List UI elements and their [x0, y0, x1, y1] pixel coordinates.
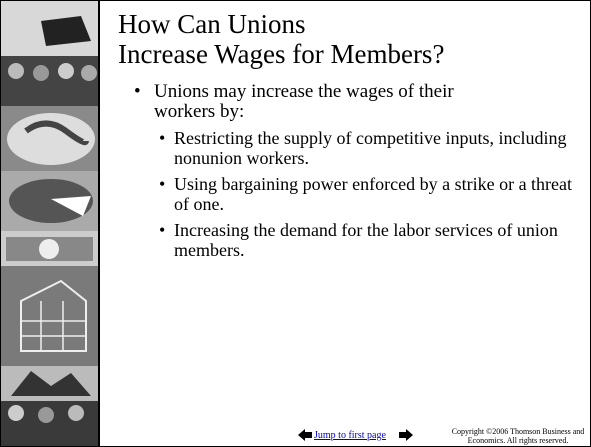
sub-bullet: Using bargaining power enforced by a str… — [159, 174, 589, 214]
bullet-text: Unions may increase the wages of their w… — [154, 81, 454, 122]
prev-arrow[interactable] — [298, 429, 312, 441]
divider — [98, 1, 100, 446]
copyright: Copyright ©2006 Thomson Business and Eco… — [449, 427, 587, 445]
bullet: Unions may increase the wages of their w… — [134, 81, 572, 261]
image-strip — [1, 1, 98, 446]
copyright-line: Copyright ©2006 Thomson Business and — [451, 427, 585, 436]
title-line: How Can Unions — [118, 9, 306, 39]
sub-bullet: Increasing the demand for the labor serv… — [159, 220, 589, 260]
first-page-link[interactable]: Jump to first page — [314, 430, 386, 441]
copyright-line: Economics. All rights reserved. — [467, 436, 569, 445]
sub-bullet: Restricting the supply of competitive in… — [159, 128, 589, 168]
next-arrow[interactable] — [399, 429, 413, 441]
title-line: Increase Wages for Members? — [118, 39, 445, 69]
